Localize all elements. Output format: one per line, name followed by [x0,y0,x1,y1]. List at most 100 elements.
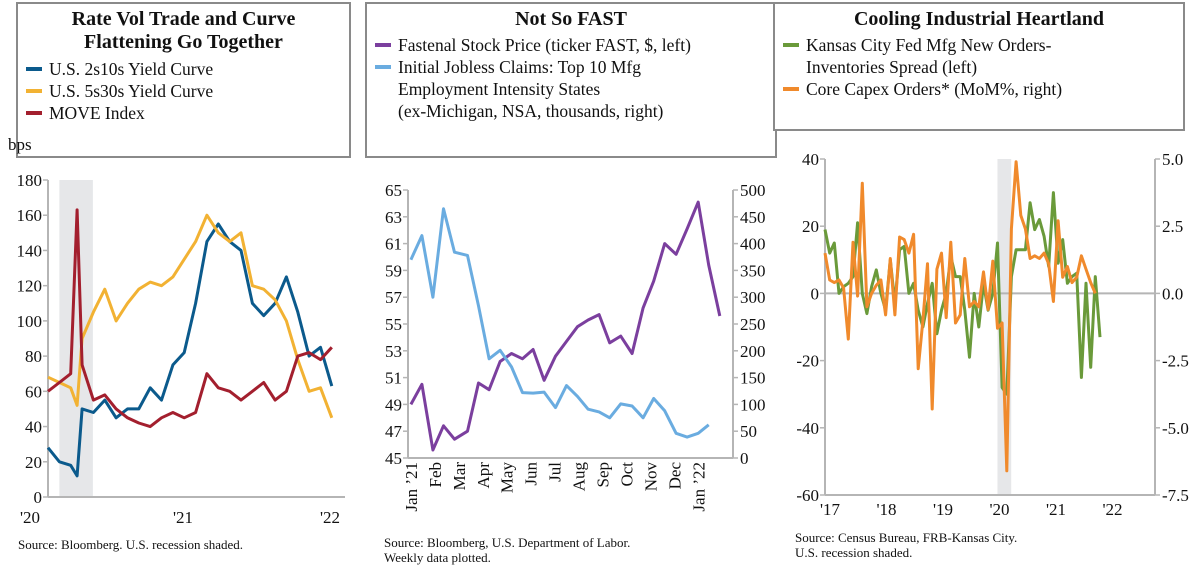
chart1-title-box: Rate Vol Trade and Curve Flattening Go T… [16,2,351,158]
series-line-2 [823,160,1097,473]
series-line-1 [409,200,722,452]
legend-swatch [375,65,391,69]
x-tick-label: Feb [426,462,445,488]
x-tick-label: May [498,462,517,494]
legend-swatch [783,43,799,47]
legend-swatch [26,67,42,71]
series-line-3 [47,208,333,429]
y2-tick-label: -7.5 [1162,486,1189,505]
x-tick-label: '21 [173,508,193,527]
chart2-title: Not So FAST [515,8,627,30]
y2-tick-label: 50 [740,422,757,441]
y2-tick-label: 250 [740,315,766,334]
legend-item-2s10s: U.S. 2s10s Yield Curve [26,58,341,80]
legend-item-fastenal: Fastenal Stock Price (ticker FAST, $, le… [375,34,767,56]
legend-line: Inventories Spread (left) [806,57,978,77]
y2-tick-label: 100 [740,395,766,414]
y2-tick-label: 0 [740,449,749,468]
x-tick-label: '22 [320,508,340,527]
legend-swatch [783,87,799,91]
legend-item-core-capex: Core Capex Orders* (MoM%, right) [783,78,1175,100]
source-line: Source: Census Bureau, FRB-Kansas City. [795,530,1018,545]
y-tick-label: 53 [385,342,402,361]
x-tick-label: Aug [570,462,589,492]
chart1-title-line2: Flattening Go Together [84,31,283,53]
y2-tick-label: 400 [740,235,766,254]
y2-tick-label: -5.0 [1162,419,1189,438]
x-tick-label: '21 [1046,500,1066,519]
source-line: Weekly data plotted. [384,550,491,565]
y-tick-label: 180 [17,171,43,190]
legend-label: Core Capex Orders* (MoM%, right) [806,79,1063,99]
y-tick-label: 160 [17,206,43,225]
legend-item-kc-fed: Kansas City Fed Mfg New Orders- Inventori… [783,34,1175,78]
legend-label: MOVE Index [49,103,145,123]
y2-tick-label: 500 [740,181,766,200]
y-tick-label: 55 [385,315,402,334]
x-tick-label: Dec [666,462,685,490]
y-tick-label: 49 [385,395,402,414]
chart1-source: Source: Bloomberg. U.S. recession shaded… [18,537,244,552]
x-tick-label: '18 [876,500,896,519]
y-tick-label: 0 [811,284,820,303]
chart1-unit-label: bps [8,135,32,154]
y-tick-label: 20 [802,217,819,236]
x-tick-label: Nov [642,462,661,492]
y-tick-label: 20 [25,453,42,472]
chart3-title: Cooling Industrial Heartland [853,8,1105,30]
legend-label: U.S. 2s10s Yield Curve [49,59,214,79]
y-tick-label: 57 [385,288,403,307]
x-tick-label: '19 [933,500,953,519]
y-tick-label: -20 [796,352,819,371]
y-tick-label: 61 [385,235,402,254]
y2-tick-label: 350 [740,261,766,280]
chart1-title-line1: Rate Vol Trade and Curve [71,8,296,30]
y-tick-label: 120 [17,277,43,296]
chart3-title-box: Cooling Industrial Heartland Kansas City… [773,2,1185,131]
legend-line: (ex-Michigan, NSA, thousands, right) [398,101,664,121]
legend-label: Fastenal Stock Price (ticker FAST, $, le… [398,35,691,55]
y2-tick-label: 200 [740,342,766,361]
y2-tick-label: 150 [740,369,766,388]
y-tick-label: -60 [796,486,819,505]
y2-tick-label: 450 [740,208,766,227]
legend-swatch [26,89,42,93]
y2-tick-label: -2.5 [1162,352,1189,371]
chart2-title-box: Not So FAST Fastenal Stock Price (ticker… [365,2,777,158]
y-tick-label: 140 [17,241,43,260]
y-tick-label: 45 [385,449,402,468]
y-tick-label: 51 [385,369,402,388]
y-tick-label: 40 [802,150,819,169]
y-tick-label: 60 [25,382,42,401]
legend-swatch [375,43,391,47]
x-tick-label: '20 [20,508,40,527]
y-tick-label: 65 [385,181,402,200]
series-line-1 [46,222,334,478]
legend-item-move: MOVE Index [26,102,341,124]
y-tick-label: -40 [796,419,819,438]
legend-item-jobless-claims: Initial Jobless Claims: Top 10 Mfg Employ… [375,56,767,122]
y2-tick-label: 300 [740,288,766,307]
chart2-source: Source: Bloomberg, U.S. Department of La… [384,535,630,565]
x-tick-label: Mar [450,462,469,491]
x-tick-label: Apr [474,462,493,489]
legend-line: Employment Intensity States [398,79,601,99]
x-tick-label: '22 [1102,500,1122,519]
x-tick-label: '17 [820,500,841,519]
legend-item-5s30s: U.S. 5s30s Yield Curve [26,80,341,102]
x-tick-label: Sep [594,462,613,488]
source-line: Source: Bloomberg, U.S. Department of La… [384,535,631,550]
x-tick-label: Jun [522,462,541,486]
x-tick-label: '20 [989,500,1009,519]
source-line: U.S. recession shaded. [795,545,913,560]
y-tick-label: 63 [385,208,402,227]
series-line-2 [409,207,710,439]
y-tick-label: 40 [25,418,42,437]
y-tick-label: 100 [17,312,43,331]
y2-tick-label: 5.0 [1162,150,1183,169]
y-tick-label: 80 [25,347,42,366]
y-tick-label: 59 [385,261,402,280]
legend-label: Initial Jobless Claims: Top 10 Mfg Employ… [398,56,663,122]
legend-line: Kansas City Fed Mfg New Orders- [806,35,1052,55]
